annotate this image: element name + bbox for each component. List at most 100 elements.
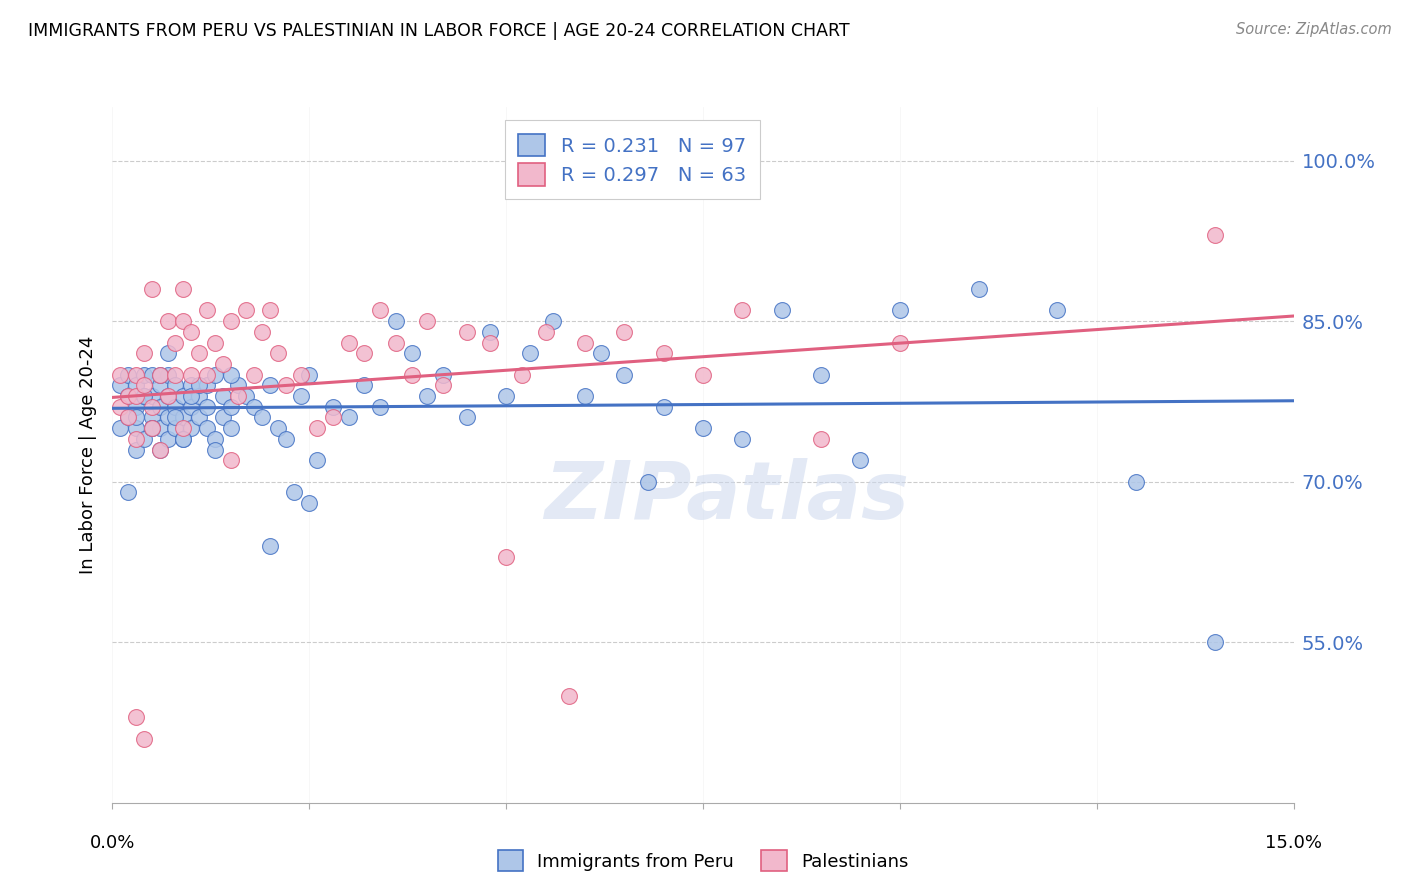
Point	[543, 314, 565, 328]
Point	[125, 400, 148, 414]
Point	[180, 389, 202, 403]
Legend: R = 0.231   N = 97, R = 0.297   N = 63: R = 0.231 N = 97, R = 0.297 N = 63	[505, 120, 759, 199]
Point	[165, 335, 187, 350]
Point	[849, 453, 872, 467]
Point	[117, 485, 139, 500]
Point	[156, 389, 179, 403]
Point	[307, 453, 329, 467]
Text: Source: ZipAtlas.com: Source: ZipAtlas.com	[1236, 22, 1392, 37]
Point	[219, 421, 242, 435]
Point	[401, 368, 423, 382]
Text: 15.0%: 15.0%	[1265, 834, 1322, 852]
Point	[156, 314, 179, 328]
Point	[211, 357, 233, 371]
Point	[165, 378, 187, 392]
Point	[172, 432, 194, 446]
Legend: Immigrants from Peru, Palestinians: Immigrants from Peru, Palestinians	[491, 843, 915, 879]
Point	[479, 325, 502, 339]
Point	[117, 389, 139, 403]
Point	[1125, 475, 1147, 489]
Point	[172, 314, 194, 328]
Point	[307, 421, 329, 435]
Point	[219, 314, 242, 328]
Point	[149, 368, 172, 382]
Point	[110, 400, 132, 414]
Point	[432, 378, 454, 392]
Point	[1204, 228, 1226, 243]
Point	[353, 378, 375, 392]
Point	[416, 389, 439, 403]
Point	[290, 389, 312, 403]
Text: 0.0%: 0.0%	[90, 834, 135, 852]
Point	[259, 378, 281, 392]
Point	[165, 421, 187, 435]
Point	[228, 389, 250, 403]
Point	[211, 410, 233, 425]
Point	[149, 378, 172, 392]
Point	[141, 389, 163, 403]
Point	[574, 335, 596, 350]
Point	[141, 410, 163, 425]
Point	[401, 346, 423, 360]
Point	[235, 303, 257, 318]
Point	[353, 346, 375, 360]
Point	[125, 421, 148, 435]
Point	[149, 421, 172, 435]
Point	[889, 303, 911, 318]
Point	[810, 368, 832, 382]
Point	[243, 368, 266, 382]
Point	[534, 325, 557, 339]
Point	[165, 400, 187, 414]
Point	[298, 368, 321, 382]
Point	[250, 410, 273, 425]
Point	[172, 410, 194, 425]
Point	[1204, 635, 1226, 649]
Point	[125, 389, 148, 403]
Point	[172, 282, 194, 296]
Point	[731, 303, 754, 318]
Point	[322, 410, 344, 425]
Point	[432, 368, 454, 382]
Point	[889, 335, 911, 350]
Point	[180, 400, 202, 414]
Point	[274, 432, 297, 446]
Point	[290, 368, 312, 382]
Point	[195, 378, 218, 392]
Point	[219, 400, 242, 414]
Point	[235, 389, 257, 403]
Point	[172, 389, 194, 403]
Point	[613, 368, 636, 382]
Point	[132, 432, 155, 446]
Point	[495, 389, 517, 403]
Point	[180, 378, 202, 392]
Point	[141, 421, 163, 435]
Point	[652, 400, 675, 414]
Point	[204, 368, 226, 382]
Point	[156, 389, 179, 403]
Point	[180, 421, 202, 435]
Point	[156, 410, 179, 425]
Point	[637, 475, 659, 489]
Point	[283, 485, 305, 500]
Point	[613, 325, 636, 339]
Point	[385, 335, 408, 350]
Point	[519, 346, 541, 360]
Point	[141, 282, 163, 296]
Point	[456, 410, 478, 425]
Point	[149, 368, 172, 382]
Point	[243, 400, 266, 414]
Point	[188, 378, 211, 392]
Point	[298, 496, 321, 510]
Point	[172, 432, 194, 446]
Point	[156, 346, 179, 360]
Point	[188, 389, 211, 403]
Point	[219, 368, 242, 382]
Point	[368, 400, 391, 414]
Point	[132, 368, 155, 382]
Point	[141, 421, 163, 435]
Point	[125, 432, 148, 446]
Point	[967, 282, 990, 296]
Point	[479, 335, 502, 350]
Point	[132, 389, 155, 403]
Text: ZIPatlas: ZIPatlas	[544, 458, 910, 536]
